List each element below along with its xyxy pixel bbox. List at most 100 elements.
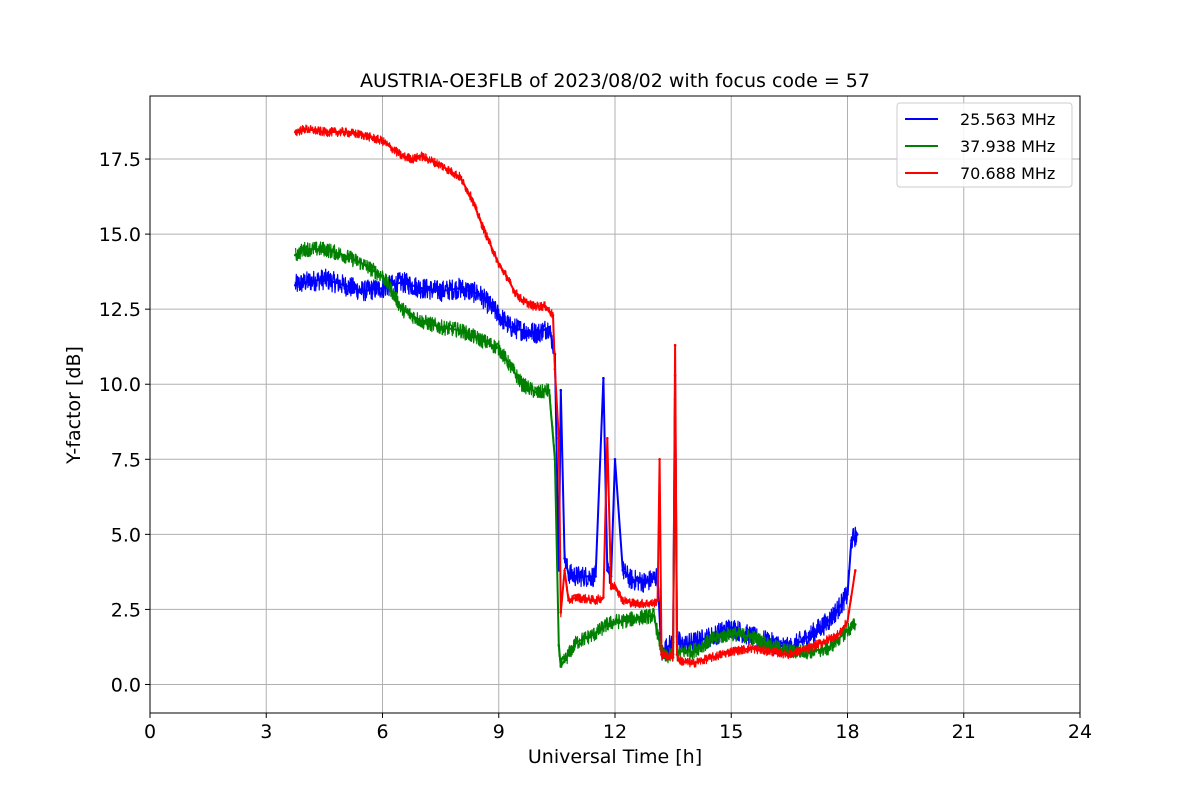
data-point [644, 581, 648, 584]
data-point [629, 578, 632, 581]
data-point [613, 584, 617, 587]
data-point [807, 647, 811, 650]
data-point [846, 620, 849, 623]
x-tick-label: 6 [376, 721, 388, 743]
data-point [606, 437, 609, 440]
data-point [854, 569, 857, 572]
data-point [420, 154, 423, 158]
data-point [513, 289, 516, 293]
data-point [536, 391, 539, 395]
data-point [594, 599, 597, 602]
y-tick-label: 5.0 [111, 524, 141, 546]
data-point [609, 587, 613, 590]
data-point [497, 346, 501, 350]
data-point [613, 458, 617, 461]
data-point [691, 662, 694, 665]
data-point [846, 593, 849, 596]
data-point [420, 319, 423, 323]
x-tick-label: 0 [144, 721, 156, 743]
legend-label: 25.563 MHz [960, 110, 1055, 129]
data-point [730, 632, 733, 635]
data-point [652, 614, 656, 617]
data-point [400, 280, 404, 284]
data-point [389, 286, 392, 290]
data-point [547, 325, 551, 329]
data-point [730, 626, 733, 629]
y-tick-label: 12.5 [99, 299, 141, 321]
data-point [400, 154, 404, 158]
data-point [478, 292, 481, 296]
legend-label: 37.938 MHz [960, 137, 1055, 156]
data-point [520, 298, 524, 302]
data-point [606, 623, 609, 626]
y-axis-label: Y-factor [dB] [63, 346, 85, 465]
data-point [846, 629, 849, 632]
data-point [439, 163, 442, 167]
data-point [613, 620, 617, 623]
data-point [768, 644, 772, 647]
data-point [826, 620, 830, 623]
data-point [652, 602, 656, 605]
data-point [458, 175, 462, 179]
data-point [563, 659, 566, 662]
data-point [536, 331, 539, 335]
data-point [826, 647, 830, 650]
data-point [575, 575, 578, 578]
data-point [509, 325, 512, 329]
data-point [544, 304, 547, 308]
data-point [439, 325, 442, 329]
tick-layer: 0 3 6 9 12 15 18 21 24 0.0 2.5 5.0 7.5 10.0 12.5 15.0 17… [99, 149, 1092, 743]
x-tick-label: 24 [1068, 721, 1092, 743]
data-point [730, 650, 733, 653]
data-point [381, 139, 384, 143]
data-point [559, 611, 563, 614]
y-tick-label: 10.0 [99, 374, 141, 396]
data-point [323, 277, 326, 281]
data-point [602, 596, 605, 599]
data-point [567, 572, 570, 575]
data-point [594, 632, 597, 635]
data-point [547, 388, 551, 392]
data-point [303, 247, 307, 251]
data-point [342, 253, 346, 257]
data-point [323, 130, 326, 134]
legend-box [896, 102, 1073, 188]
y-tick-label: 15.0 [99, 224, 141, 246]
data-point [621, 599, 625, 602]
x-axis-label: Universal Time [h] [528, 746, 702, 768]
data-point [497, 313, 501, 317]
data-point [420, 286, 423, 290]
data-point [400, 307, 404, 311]
data-point [567, 653, 570, 656]
data-point [497, 262, 501, 266]
data-point [458, 286, 462, 290]
data-point [788, 653, 791, 656]
legend: 25.563 MHz 37.938 MHz 70.688 MHz [896, 102, 1073, 188]
data-point [303, 280, 307, 284]
data-point [532, 304, 535, 308]
data-point [855, 533, 859, 536]
series-2 [294, 124, 857, 668]
data-point [294, 253, 297, 257]
data-point [505, 274, 508, 278]
data-point [854, 623, 857, 626]
data-point [691, 650, 694, 653]
data-point [294, 130, 297, 134]
data-point [361, 289, 365, 293]
data-point [838, 632, 842, 635]
data-point [807, 635, 811, 638]
data-point [656, 599, 659, 602]
data-point [563, 569, 566, 572]
data-point [621, 569, 625, 572]
data-point [633, 602, 636, 605]
data-point [470, 196, 473, 200]
y-tick-label: 7.5 [111, 449, 141, 471]
data-point [509, 364, 512, 368]
data-point [520, 328, 524, 332]
x-tick-label: 15 [719, 721, 743, 743]
data-point [553, 458, 557, 461]
legend-label: 70.688 MHz [960, 164, 1055, 183]
data-point [361, 262, 365, 266]
data-point [381, 274, 384, 278]
